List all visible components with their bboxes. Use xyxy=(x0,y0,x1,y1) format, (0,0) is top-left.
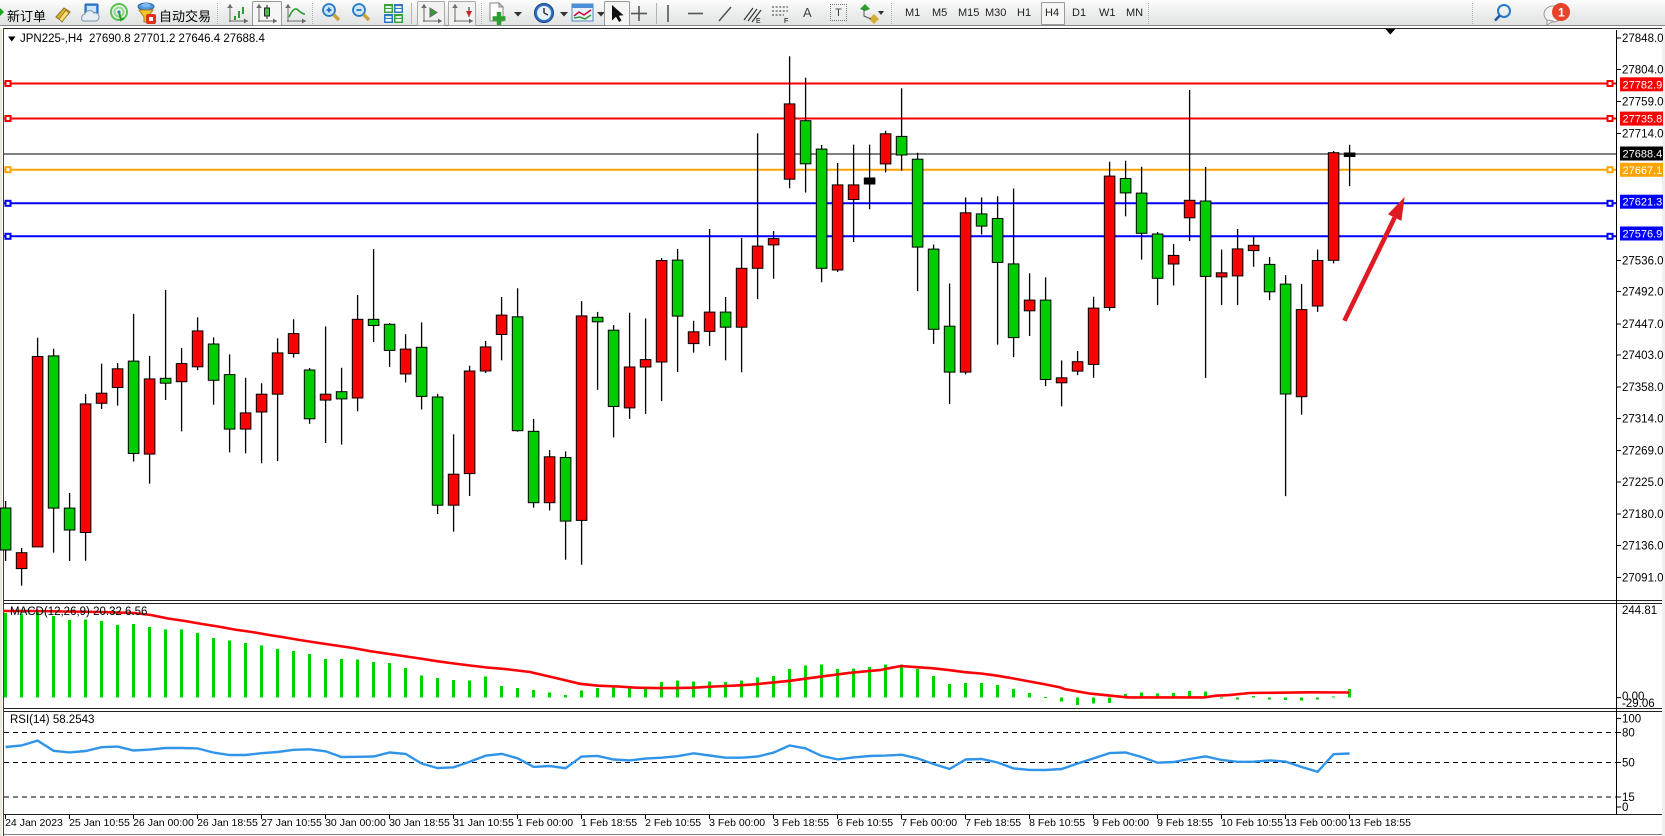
svg-text:6 Feb 10:55: 6 Feb 10:55 xyxy=(837,817,893,829)
svg-text:80: 80 xyxy=(1622,727,1635,739)
svg-text:27782.9: 27782.9 xyxy=(1623,79,1663,91)
svg-text:27688.4: 27688.4 xyxy=(1623,149,1663,161)
svg-text:30 Jan 18:55: 30 Jan 18:55 xyxy=(389,817,450,829)
svg-text:27269.0: 27269.0 xyxy=(1622,446,1664,458)
svg-text:27314.0: 27314.0 xyxy=(1622,414,1664,426)
svg-text:27735.8: 27735.8 xyxy=(1623,114,1663,126)
svg-text:27714.0: 27714.0 xyxy=(1622,128,1664,140)
svg-text:1 Feb 18:55: 1 Feb 18:55 xyxy=(581,817,637,829)
svg-text:27536.0: 27536.0 xyxy=(1622,255,1664,267)
svg-text:JPN225-,H4 27690.8 27701.2 27: JPN225-,H4 27690.8 27701.2 27646.4 27688… xyxy=(20,33,265,45)
svg-text:31 Jan 10:55: 31 Jan 10:55 xyxy=(453,817,514,829)
svg-text:0: 0 xyxy=(1622,802,1628,814)
svg-text:-29.06: -29.06 xyxy=(1622,698,1655,710)
svg-text:27403.0: 27403.0 xyxy=(1622,350,1664,362)
svg-text:27804.0: 27804.0 xyxy=(1622,64,1664,76)
svg-text:27447.0: 27447.0 xyxy=(1622,319,1664,331)
svg-text:RSI(14) 58.2543: RSI(14) 58.2543 xyxy=(10,714,94,726)
svg-text:27576.9: 27576.9 xyxy=(1623,229,1663,241)
svg-text:27759.0: 27759.0 xyxy=(1622,96,1664,108)
svg-text:13 Feb 18:55: 13 Feb 18:55 xyxy=(1349,817,1411,829)
svg-text:24 Jan 2023: 24 Jan 2023 xyxy=(5,817,63,829)
svg-text:9 Feb 00:00: 9 Feb 00:00 xyxy=(1093,817,1149,829)
svg-text:3 Feb 18:55: 3 Feb 18:55 xyxy=(773,817,829,829)
svg-text:7 Feb 00:00: 7 Feb 00:00 xyxy=(901,817,957,829)
svg-text:27091.0: 27091.0 xyxy=(1622,573,1664,585)
svg-text:27136.0: 27136.0 xyxy=(1622,541,1664,553)
svg-text:27621.3: 27621.3 xyxy=(1623,197,1663,209)
svg-text:E: E xyxy=(756,18,761,25)
svg-text:7 Feb 18:55: 7 Feb 18:55 xyxy=(965,817,1021,829)
svg-text:27358.0: 27358.0 xyxy=(1622,382,1664,394)
svg-text:26 Jan 00:00: 26 Jan 00:00 xyxy=(133,817,194,829)
svg-text:100: 100 xyxy=(1622,713,1641,725)
svg-text:50: 50 xyxy=(1622,757,1635,769)
svg-text:27667.1: 27667.1 xyxy=(1623,165,1663,177)
svg-text:27492.0: 27492.0 xyxy=(1622,287,1664,299)
svg-text:3 Feb 00:00: 3 Feb 00:00 xyxy=(709,817,765,829)
svg-text:15: 15 xyxy=(1622,792,1635,804)
svg-text:26 Jan 18:55: 26 Jan 18:55 xyxy=(197,817,258,829)
svg-text:2 Feb 10:55: 2 Feb 10:55 xyxy=(645,817,701,829)
svg-text:244.81: 244.81 xyxy=(1622,605,1657,617)
svg-text:10 Feb 10:55: 10 Feb 10:55 xyxy=(1221,817,1283,829)
svg-text:13 Feb 00:00: 13 Feb 00:00 xyxy=(1285,817,1347,829)
svg-text:27225.0: 27225.0 xyxy=(1622,477,1664,489)
svg-text:30 Jan 00:00: 30 Jan 00:00 xyxy=(325,817,386,829)
svg-text:F: F xyxy=(784,18,788,25)
svg-text:9 Feb 18:55: 9 Feb 18:55 xyxy=(1157,817,1213,829)
svg-text:1: 1 xyxy=(1558,6,1565,20)
svg-text:1 Feb 00:00: 1 Feb 00:00 xyxy=(517,817,573,829)
svg-text:27 Jan 10:55: 27 Jan 10:55 xyxy=(261,817,322,829)
svg-text:8 Feb 10:55: 8 Feb 10:55 xyxy=(1029,817,1085,829)
svg-text:MACD(12,26,9) 20.32 6.56: MACD(12,26,9) 20.32 6.56 xyxy=(10,606,147,618)
svg-text:27180.0: 27180.0 xyxy=(1622,509,1664,521)
svg-text:25 Jan 10:55: 25 Jan 10:55 xyxy=(69,817,130,829)
svg-text:0.00: 0.00 xyxy=(1622,691,1644,703)
svg-text:27848.0: 27848.0 xyxy=(1622,33,1664,45)
